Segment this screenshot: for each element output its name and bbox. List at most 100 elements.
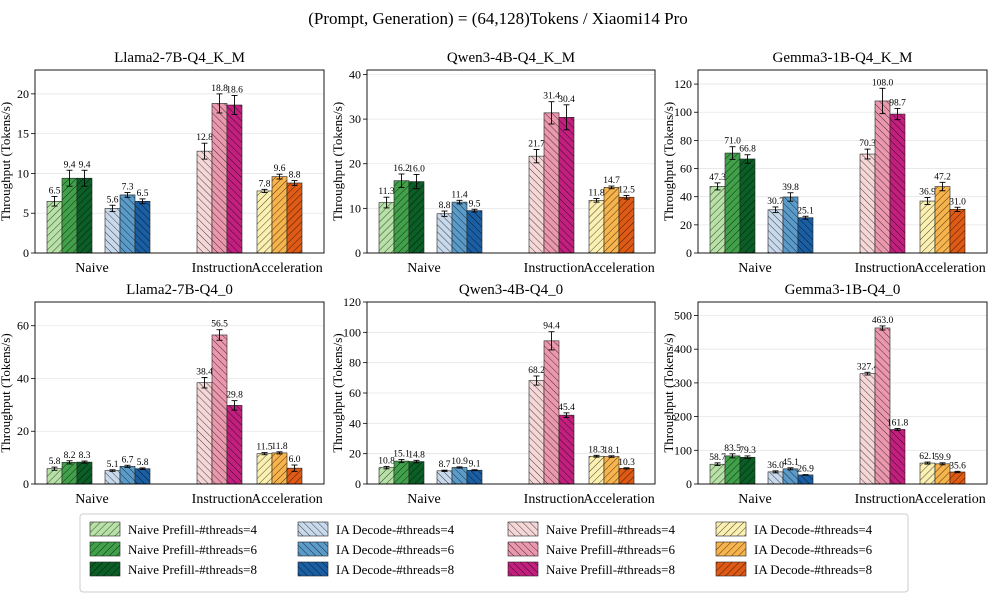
bar-hatch [767, 209, 784, 254]
data-label: 66.8 [739, 145, 756, 155]
bar-hatch [603, 187, 620, 254]
data-label: 18.1 [603, 446, 620, 456]
bar-hatch [378, 202, 395, 254]
bar-hatch [119, 466, 136, 485]
data-label: 30.7 [767, 197, 784, 207]
data-label: 18.6 [226, 85, 243, 95]
bar-hatch [226, 405, 243, 485]
bar-hatch [104, 208, 121, 254]
axes-frame [697, 301, 988, 485]
y-tick-label: 0 [686, 246, 692, 260]
data-label: 11.8 [271, 442, 288, 452]
data-label: 83.5 [724, 444, 741, 454]
y-tick-label: 0 [686, 477, 692, 491]
data-label: 36.0 [767, 461, 784, 471]
y-tick-label: 5 [23, 206, 29, 220]
bar-hatch [408, 181, 425, 254]
y-tick-label: 60 [17, 319, 29, 333]
data-label: 5.6 [107, 195, 119, 205]
data-label: 98.7 [889, 98, 906, 108]
legend-swatch-hatch [715, 521, 747, 537]
y-tick-label: 0 [355, 246, 361, 260]
legend-swatch-hatch [297, 561, 329, 577]
bar-hatch [226, 104, 243, 254]
data-label: 6.0 [289, 455, 301, 465]
x-category-label: Acceleration [914, 492, 986, 507]
data-label: 10.8 [378, 456, 395, 466]
data-label: 9.1 [469, 460, 481, 470]
data-label: 11.4 [451, 190, 468, 200]
bar-hatch [767, 471, 784, 485]
bar-hatch [528, 380, 545, 485]
legend-swatch-hatch [297, 521, 329, 537]
x-category-label: Acceleration [914, 261, 986, 276]
data-label: 79.3 [739, 446, 756, 456]
panel-title: Llama2-7B-Q4_K_M [114, 50, 245, 66]
bar-hatch [256, 453, 273, 485]
axes-frame [34, 69, 325, 254]
chart-panel-3: 0 20 40 60 80 100 120 47.3 71.066.8 30.7 39.8 25.1 7… [661, 50, 988, 276]
bar-hatch [739, 456, 756, 485]
data-label: 12.5 [618, 185, 635, 195]
figure-title: (Prompt, Generation) = (64,128)Tokens / … [308, 9, 688, 28]
bar-hatch [558, 117, 575, 254]
y-tick-label: 60 [680, 162, 692, 176]
legend-label: IA Decode-#threads=8 [754, 562, 872, 577]
legend-label: Naive Prefill-#threads=8 [546, 562, 675, 577]
data-label: 10.9 [451, 457, 468, 467]
data-label: 45.4 [558, 403, 575, 413]
bar-hatch [797, 474, 814, 485]
axes-frame [366, 69, 656, 254]
y-tick-label: 15 [17, 127, 29, 141]
bar-hatch [603, 456, 620, 485]
bar-hatch [466, 469, 483, 485]
data-label: 9.4 [64, 160, 76, 170]
x-category-label: Naive [738, 492, 771, 507]
legend-swatch-hatch [89, 521, 121, 537]
legend-label: IA Decode-#threads=4 [754, 522, 873, 537]
bar-hatch [859, 153, 876, 254]
panel-title: Qwen3-4B-Q4_K_M [447, 50, 575, 66]
data-label: 36.9 [919, 188, 936, 198]
bar-hatch [588, 455, 605, 485]
y-tick-label: 300 [674, 376, 692, 390]
data-label: 18.3 [588, 445, 605, 455]
bar-hatch [724, 152, 741, 254]
data-label: 12.8 [196, 133, 213, 143]
bar-hatch [46, 200, 63, 254]
y-tick-label: 120 [343, 295, 361, 309]
data-label: 8.7 [439, 460, 451, 470]
bar-hatch [211, 103, 228, 254]
y-tick-label: 200 [674, 410, 692, 424]
data-label: 62.1 [919, 452, 936, 462]
x-category-label: Acceleration [583, 492, 655, 507]
legend-label: Naive Prefill-#threads=4 [128, 522, 257, 537]
bar-hatch [588, 200, 605, 254]
bar-hatch [919, 462, 936, 485]
data-label: 38.4 [196, 367, 213, 377]
y-tick-label: 40 [17, 371, 29, 385]
data-label: 7.3 [122, 183, 134, 193]
y-axis-label: Throughput (Tokens/s) [661, 102, 676, 221]
data-label: 11.3 [378, 187, 395, 197]
bar-hatch [528, 155, 545, 254]
bar-hatch [76, 177, 93, 254]
y-tick-label: 100 [343, 325, 361, 339]
x-category-label: Naive [738, 261, 771, 276]
bar-hatch [436, 470, 453, 485]
x-category-label: Acceleration [583, 261, 655, 276]
y-tick-label: 20 [349, 157, 361, 171]
y-tick-label: 500 [674, 308, 692, 322]
bar-hatch [378, 467, 395, 485]
y-tick-label: 60 [349, 386, 361, 400]
data-label: 7.8 [259, 179, 271, 189]
data-label: 71.0 [724, 137, 741, 147]
data-label: 8.3 [79, 451, 91, 461]
data-label: 26.9 [797, 465, 814, 475]
y-axis-label: Throughput (Tokens/s) [0, 102, 13, 221]
data-label: 11.5 [256, 443, 273, 453]
bar-hatch [196, 150, 213, 254]
bar-hatch [618, 468, 635, 485]
